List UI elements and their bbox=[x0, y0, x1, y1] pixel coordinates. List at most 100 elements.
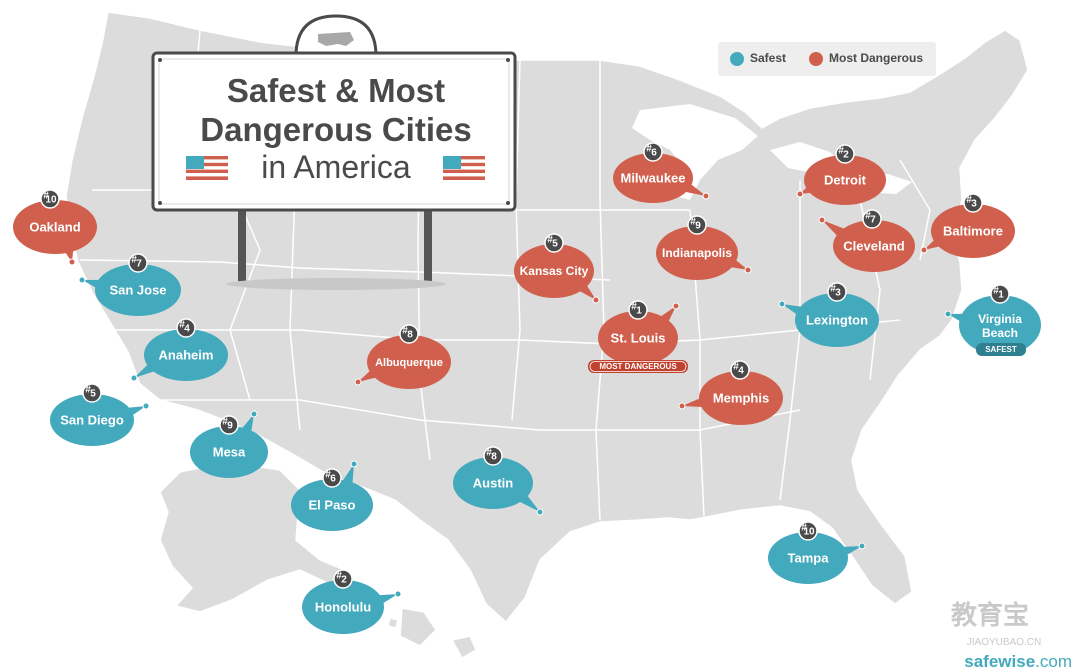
city-name-label: Albuquerque bbox=[375, 357, 443, 369]
rank-circle bbox=[798, 521, 818, 541]
city-marker-anaheim: Anaheim # 4 bbox=[130, 318, 228, 382]
city-bubble bbox=[291, 479, 373, 531]
rank-number: 6 bbox=[330, 474, 336, 485]
rank-hash-symbol: # bbox=[486, 448, 492, 459]
city-bubble bbox=[768, 532, 848, 584]
city-location-dot bbox=[250, 410, 258, 418]
city-location-dot bbox=[350, 460, 358, 468]
rank-circle bbox=[483, 446, 503, 466]
rank-hash-symbol: # bbox=[801, 523, 807, 534]
city-name-label: Detroit bbox=[824, 172, 867, 187]
hawaii-island-4 bbox=[387, 617, 399, 629]
city-location-dot bbox=[592, 296, 600, 304]
city-location-dot bbox=[354, 378, 362, 386]
city-bubble bbox=[95, 264, 181, 316]
rank-circle bbox=[990, 284, 1010, 304]
safest-badge-label: SAFEST bbox=[985, 345, 1017, 354]
rank-hash-symbol: # bbox=[547, 235, 553, 246]
rank-hash-symbol: # bbox=[966, 195, 972, 206]
city-location-dot bbox=[678, 402, 686, 410]
rank-number: 9 bbox=[227, 421, 233, 432]
rank-number: 5 bbox=[90, 389, 96, 400]
city-marker-san-jose: San Jose # 7 bbox=[78, 253, 181, 316]
city-location-dot bbox=[394, 590, 402, 598]
city-marker-tampa: Tampa #10 bbox=[768, 521, 866, 584]
city-marker-honolulu: Honolulu # 2 bbox=[302, 569, 402, 634]
city-marker-san-diego: San Diego # 5 bbox=[50, 383, 150, 446]
rank-hash-symbol: # bbox=[222, 417, 228, 428]
rank-circle bbox=[82, 383, 102, 403]
rank-number: 4 bbox=[184, 324, 190, 335]
rank-number: 7 bbox=[136, 259, 142, 270]
rank-hash-symbol: # bbox=[325, 470, 331, 481]
rank-circle bbox=[963, 193, 983, 213]
city-name-label: San Diego bbox=[60, 412, 124, 427]
city-location-dot bbox=[818, 216, 826, 224]
city-bubble bbox=[795, 293, 879, 347]
rank-circle bbox=[128, 253, 148, 273]
city-marker-indianapolis: Indianapolis # 9 bbox=[656, 215, 752, 280]
city-bubble bbox=[514, 244, 594, 298]
legend-dangerous-swatch bbox=[809, 52, 823, 66]
rank-hash-symbol: # bbox=[733, 362, 739, 373]
rank-hash-symbol: # bbox=[993, 286, 999, 297]
hawaii-island-1 bbox=[399, 607, 437, 647]
title-line-3: in America bbox=[261, 149, 411, 185]
city-marker-baltimore: Baltimore # 3 bbox=[920, 193, 1015, 258]
logo-safe: safe bbox=[964, 652, 998, 671]
rank-circle bbox=[628, 300, 648, 320]
legend: Safest Most Dangerous bbox=[718, 42, 936, 76]
rank-number: 10 bbox=[45, 195, 57, 206]
title-line-2: Dangerous Cities bbox=[200, 111, 471, 148]
rank-circle bbox=[40, 189, 60, 209]
most-dangerous-badge-label: MOST DANGEROUS bbox=[599, 362, 677, 371]
city-bubble bbox=[931, 204, 1015, 258]
logo-com: .com bbox=[1035, 652, 1072, 671]
city-name-label: San Jose bbox=[109, 282, 166, 297]
city-name-label: El Paso bbox=[309, 497, 356, 512]
city-marker-el-paso: El Paso # 6 bbox=[291, 460, 373, 531]
city-marker-kansas-city: Kansas City # 5 bbox=[514, 233, 600, 304]
city-location-dot bbox=[944, 310, 952, 318]
us-outline-icon bbox=[318, 32, 354, 46]
rank-hash-symbol: # bbox=[838, 146, 844, 157]
rank-hash-symbol: # bbox=[830, 284, 836, 295]
sign-board bbox=[151, 51, 517, 212]
sign-post-right bbox=[424, 210, 432, 282]
city-name-label: Mesa bbox=[213, 444, 246, 459]
city-bubble bbox=[804, 155, 886, 205]
rank-number: 6 bbox=[651, 148, 657, 159]
title-sign: Safest & Most Dangerous Cities in Americ… bbox=[151, 14, 517, 290]
city-name-label: Austin bbox=[473, 475, 514, 490]
city-name-label: Honolulu bbox=[315, 599, 371, 614]
rank-hash-symbol: # bbox=[179, 320, 185, 331]
city-bubble bbox=[50, 394, 134, 446]
sign-inner-border bbox=[158, 58, 510, 205]
city-name-label: Indianapolis bbox=[662, 246, 732, 260]
watermark-cn: 教育宝 bbox=[951, 600, 1029, 630]
rank-circle bbox=[687, 215, 707, 235]
city-bubble bbox=[598, 311, 678, 365]
sign-shadow bbox=[226, 278, 446, 290]
city-name-label: Memphis bbox=[713, 390, 769, 405]
city-marker-milwaukee: Milwaukee # 6 bbox=[613, 142, 710, 203]
city-name-label: Baltimore bbox=[943, 223, 1003, 238]
city-name-label: Virginia bbox=[978, 312, 1022, 326]
city-bubble bbox=[656, 226, 738, 280]
rank-hash-symbol: # bbox=[402, 326, 408, 337]
city-name-label: Oakland bbox=[29, 219, 80, 234]
city-bubbles: Oakland #10 Milwaukee # 6 Detroit # 2 Baltimore #… bbox=[13, 142, 1041, 634]
city-name-label: St. Louis bbox=[611, 330, 666, 345]
city-location-dot bbox=[858, 542, 866, 550]
legend-dangerous-label: Most Dangerous bbox=[829, 51, 923, 65]
city-marker-cleveland: Cleveland # 7 bbox=[818, 209, 915, 272]
rank-hash-symbol: # bbox=[646, 144, 652, 155]
city-name-label: Tampa bbox=[788, 550, 830, 565]
rank-circle bbox=[544, 233, 564, 253]
rank-hash-symbol: # bbox=[43, 191, 49, 202]
city-name-label: Milwaukee bbox=[620, 170, 685, 185]
title-line-1: Safest & Most bbox=[227, 72, 445, 109]
rank-hash-symbol: # bbox=[85, 385, 91, 396]
watermark-site: JIAOYUBAO.CN bbox=[967, 637, 1041, 648]
